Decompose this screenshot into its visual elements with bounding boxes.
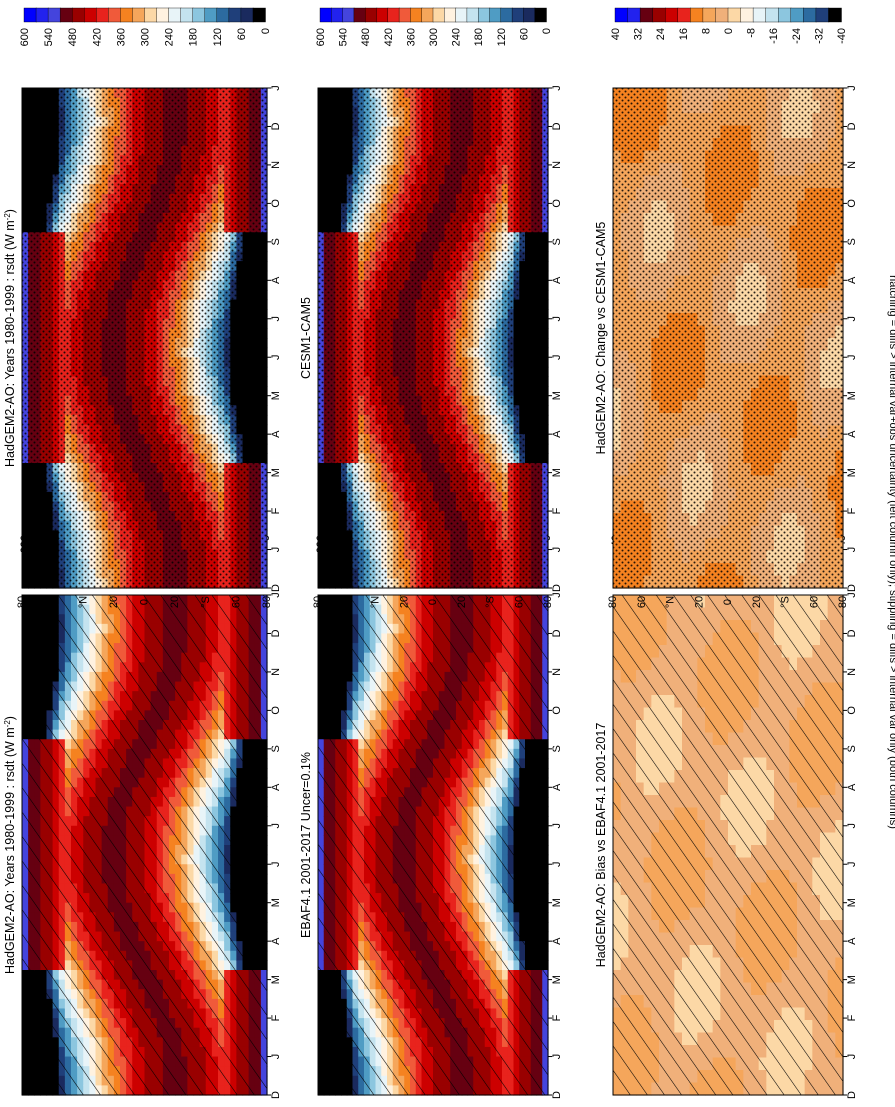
colorbar-swatch	[145, 8, 158, 22]
month-tick-label: D	[270, 122, 282, 130]
month-tick-label: N	[270, 161, 282, 169]
colorbar-swatch	[108, 8, 121, 22]
colorbar-swatch	[253, 8, 266, 22]
month-tick-label: M	[270, 975, 282, 984]
month-tick-label: J	[270, 823, 282, 829]
month-tick-label: J	[270, 861, 282, 867]
colorbar-swatch	[217, 8, 230, 22]
lat-tick-label: 0	[139, 599, 151, 605]
lat-tick-label: °N	[77, 596, 89, 608]
lat-tick-label: 20	[108, 596, 120, 608]
hatching-overlay	[22, 595, 267, 1095]
colorbar-swatch	[36, 8, 49, 22]
month-tick-label: D	[270, 584, 282, 592]
colorbar-swatch	[48, 8, 61, 22]
month-tick-label: A	[270, 783, 282, 791]
stippling-overlay	[22, 88, 267, 588]
month-tick-label: J	[270, 1054, 282, 1060]
colorbar-label: 180	[188, 28, 200, 46]
month-tick-label: A	[270, 430, 282, 438]
month-tick-label: D	[270, 629, 282, 637]
colorbar-label: 480	[67, 28, 79, 46]
colorbar-label: 240	[164, 28, 176, 46]
lat-tick-label: 60	[230, 596, 242, 608]
lat-tick-label: 80	[261, 596, 273, 608]
colorbar-swatch	[96, 8, 109, 22]
month-tick-label: J	[270, 85, 282, 91]
month-tick-label: M	[270, 898, 282, 907]
month-tick-label: F	[270, 1014, 282, 1021]
colorbar-label: 120	[212, 28, 224, 46]
lat-tick-label: °S	[200, 596, 212, 608]
month-tick-label: A	[270, 276, 282, 284]
lat-tick-label: 20	[169, 596, 181, 608]
colorbar-swatch	[60, 8, 73, 22]
colorbar-label: 540	[43, 28, 55, 46]
month-tick-label: O	[270, 706, 282, 715]
colorbar-swatch	[193, 8, 206, 22]
colorbar-label: 300	[140, 28, 152, 46]
panel-title: HadGEM2-AO: Years 1980-1999 : rsdt (W m-…	[3, 716, 17, 974]
colorbar-swatch	[24, 8, 37, 22]
colorbar-label: 60	[236, 28, 248, 40]
panel-p2: 80 60 °N 20 0 20 °S 60 80 D J F M A M J J A S O N D J HadGEM2-A…	[3, 8, 282, 608]
colorbar-swatch	[205, 8, 218, 22]
month-tick-label: A	[270, 937, 282, 945]
month-tick-label: M	[270, 391, 282, 400]
month-tick-label: F	[270, 507, 282, 514]
month-tick-label: J	[270, 316, 282, 322]
month-tick-label: N	[270, 668, 282, 676]
colorbar-swatch	[169, 8, 182, 22]
colorbar-label: 0	[260, 28, 272, 34]
colorbar-swatch	[157, 8, 170, 22]
month-tick-label: D	[270, 1091, 282, 1099]
colorbar-swatch	[229, 8, 242, 22]
month-tick-label: J	[270, 547, 282, 553]
month-tick-label: S	[270, 238, 282, 245]
panel-title: HadGEM2-AO: Years 1980-1999 : rsdt (W m-…	[3, 209, 17, 467]
colorbar-swatch	[84, 8, 97, 22]
colorbar-swatch	[72, 8, 85, 22]
lat-tick-label: 80	[16, 596, 28, 608]
colorbar-label: 420	[91, 28, 103, 46]
month-tick-label: O	[270, 199, 282, 208]
colorbar-swatch	[241, 8, 254, 22]
colorbar-swatch	[181, 8, 194, 22]
month-tick-label: M	[270, 468, 282, 477]
colorbar-swatch	[132, 8, 145, 22]
colorbar-swatch	[120, 8, 133, 22]
colorbar-label: 360	[115, 28, 127, 46]
colorbar-label: 600	[19, 28, 31, 46]
lat-tick-label: 60	[47, 596, 59, 608]
month-tick-label: S	[270, 745, 282, 752]
month-tick-label: J	[270, 354, 282, 360]
